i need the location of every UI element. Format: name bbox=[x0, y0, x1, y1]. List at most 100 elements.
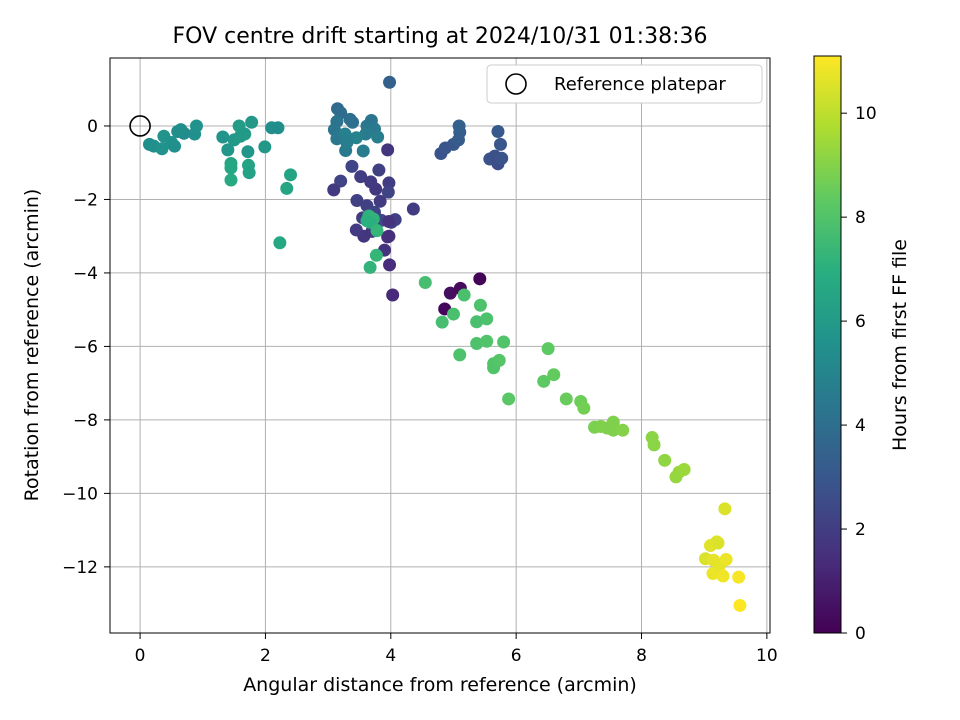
colorbar-tick-label: 0 bbox=[855, 624, 866, 644]
scatter-point bbox=[334, 174, 348, 188]
scatter-point bbox=[443, 286, 457, 300]
scatter-point bbox=[418, 275, 432, 289]
scatter-point bbox=[616, 423, 630, 437]
scatter-point bbox=[345, 159, 359, 173]
colorbar-gradient bbox=[813, 55, 842, 634]
scatter-point bbox=[470, 315, 484, 329]
x-tick-label: 0 bbox=[135, 646, 146, 666]
reference-marker bbox=[129, 115, 151, 137]
scatter-point bbox=[381, 185, 395, 199]
scatter-point bbox=[340, 136, 354, 150]
scatter-point bbox=[452, 119, 466, 133]
scatter-point bbox=[363, 260, 377, 274]
scatter-point bbox=[155, 142, 169, 156]
scatter-point bbox=[271, 121, 285, 135]
scatter-point bbox=[718, 502, 732, 516]
scatter-point bbox=[382, 229, 396, 243]
scatter-point bbox=[492, 353, 506, 367]
y-tick-label: −6 bbox=[73, 337, 98, 357]
x-axis-ticks: 0 2 4 6 8 10 bbox=[135, 633, 778, 666]
scatter-point bbox=[473, 298, 487, 312]
legend-marker bbox=[505, 73, 527, 95]
scatter-point bbox=[224, 173, 238, 187]
scatter-point bbox=[383, 258, 397, 272]
scatter-point bbox=[241, 145, 255, 159]
scatter-point bbox=[174, 123, 188, 137]
scatter-point bbox=[473, 272, 487, 286]
scatter-point bbox=[453, 348, 467, 362]
scatter-point bbox=[732, 570, 746, 584]
y-axis-ticks: −12 −10 −8 −6 −4 −2 0 bbox=[62, 117, 110, 578]
colorbar-tick-label: 2 bbox=[855, 520, 866, 540]
scatter-point bbox=[502, 392, 516, 406]
colorbar-tick-label: 4 bbox=[855, 416, 866, 436]
scatter-point bbox=[354, 170, 368, 184]
scatter-point bbox=[658, 453, 672, 467]
scatter-point bbox=[364, 175, 378, 189]
scatter-point bbox=[350, 194, 364, 208]
scatter-point bbox=[495, 151, 509, 165]
scatter-point bbox=[480, 312, 494, 326]
y-tick-label: −12 bbox=[62, 558, 98, 578]
legend: Reference platepar bbox=[486, 64, 763, 104]
y-axis-label: Rotation from reference (arcmin) bbox=[21, 189, 43, 502]
scatter-point bbox=[258, 140, 272, 154]
scatter-point bbox=[406, 202, 420, 216]
scatter-point bbox=[369, 248, 383, 262]
scatter-point bbox=[224, 161, 238, 175]
scatter-point bbox=[733, 598, 747, 612]
scatter-point bbox=[284, 168, 298, 182]
scatter-point bbox=[242, 166, 256, 180]
scatter-point bbox=[491, 124, 505, 138]
scatter-point bbox=[221, 143, 235, 157]
scatter-point bbox=[711, 536, 725, 550]
scatter-point bbox=[381, 143, 395, 157]
scatter-points bbox=[142, 75, 747, 612]
scatter-point bbox=[382, 214, 396, 228]
y-tick-label: −10 bbox=[62, 484, 98, 504]
scatter-point bbox=[343, 112, 357, 126]
scatter-point bbox=[370, 224, 384, 238]
scatter-point bbox=[537, 374, 551, 388]
plot-frame bbox=[109, 57, 771, 634]
scatter-point bbox=[493, 137, 507, 151]
scatter-point bbox=[716, 569, 730, 583]
x-tick-label: 4 bbox=[385, 646, 396, 666]
scatter-point bbox=[470, 336, 484, 350]
x-tick-label: 6 bbox=[511, 646, 522, 666]
y-tick-label: −8 bbox=[73, 411, 98, 431]
scatter-point bbox=[383, 75, 397, 89]
scatter-point bbox=[480, 334, 494, 348]
scatter-point bbox=[647, 438, 661, 452]
scatter-point bbox=[457, 288, 471, 302]
scatter-point bbox=[327, 183, 341, 197]
scatter-point bbox=[168, 139, 182, 153]
scatter-point bbox=[349, 223, 363, 237]
scatter-point bbox=[577, 401, 591, 415]
colorbar: 0 2 4 6 8 10 Hours from first FF file bbox=[813, 55, 911, 644]
scatter-point bbox=[216, 130, 230, 144]
x-tick-label: 2 bbox=[260, 646, 271, 666]
scatter-point bbox=[446, 307, 460, 321]
reference-point bbox=[129, 115, 151, 137]
scatter-point bbox=[719, 553, 733, 567]
scatter-point bbox=[547, 368, 561, 382]
scatter-point bbox=[280, 181, 294, 195]
colorbar-label: Hours from first FF file bbox=[889, 239, 911, 451]
scatter-point bbox=[238, 127, 252, 141]
x-tick-label: 8 bbox=[636, 646, 647, 666]
colorbar-tick-label: 6 bbox=[855, 312, 866, 332]
chart-title: FOV centre drift starting at 2024/10/31 … bbox=[173, 24, 708, 49]
scatter-point bbox=[371, 130, 385, 144]
legend-label: Reference platepar bbox=[554, 74, 726, 95]
y-tick-label: −4 bbox=[73, 264, 98, 284]
scatter-point bbox=[541, 342, 555, 356]
scatter-point bbox=[435, 315, 449, 329]
scatter-point bbox=[356, 144, 370, 158]
scatter-point bbox=[372, 163, 386, 177]
y-tick-label: −2 bbox=[73, 190, 98, 210]
scatter-point bbox=[189, 119, 203, 133]
scatter-point bbox=[606, 415, 620, 429]
